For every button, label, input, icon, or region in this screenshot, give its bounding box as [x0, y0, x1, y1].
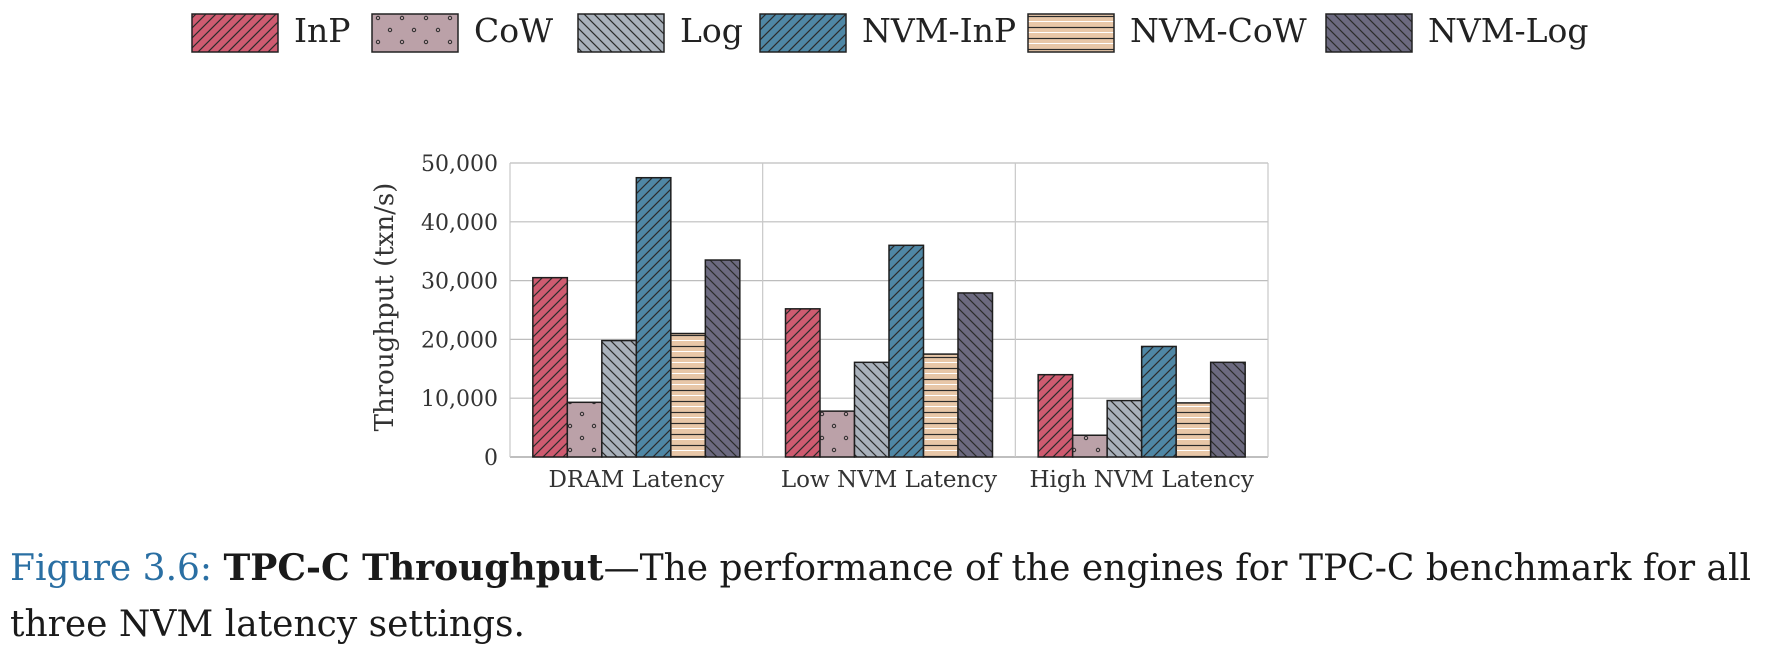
legend-label-inp: InP: [294, 11, 351, 50]
bar-log-high-nvm-latency: [1106, 399, 1143, 458]
legend-label-nvm-cow: NVM-CoW: [1130, 11, 1307, 50]
figure-label: Figure 3.6:: [10, 548, 213, 589]
legend-swatch-nvm-cow: [1027, 13, 1115, 53]
legend-label-cow: CoW: [474, 11, 553, 50]
figure-caption: Figure 3.6: TPC-C Throughput—The perform…: [10, 540, 1770, 653]
bar-inp-dram-latency: [532, 276, 569, 458]
chart: InP CoW Log NVM-InP NVM-CoW NVM-Log 0 10,000 20…: [191, 11, 1589, 493]
legend: InP CoW Log NVM-InP NVM-CoW NVM-Log: [191, 11, 1589, 53]
y-tick-label: 50,000: [421, 152, 498, 177]
bars: [532, 176, 1246, 458]
bar-cow-high-nvm-latency: [1071, 434, 1108, 458]
bar-log-low-nvm-latency: [853, 361, 890, 458]
legend-label-log: Log: [680, 11, 743, 50]
bar-nvm-cow-dram-latency: [670, 332, 707, 458]
y-tick-label: 20,000: [421, 328, 498, 353]
bar-cow-dram-latency: [566, 401, 603, 458]
figure-title: TPC-C Throughput: [223, 547, 604, 589]
figure-caption-text: —The performance of the engines for TPC-…: [10, 548, 1751, 645]
x-tick-label: DRAM Latency: [548, 467, 724, 493]
legend-label-nvm-log: NVM-Log: [1428, 11, 1589, 50]
y-tick-label: 0: [484, 446, 498, 471]
bar-nvm-inp-high-nvm-latency: [1140, 345, 1177, 458]
legend-label-nvm-inp: NVM-InP: [862, 11, 1016, 50]
legend-swatch-inp: [191, 13, 279, 53]
bar-nvm-log-high-nvm-latency: [1209, 361, 1246, 458]
bar-cow-low-nvm-latency: [819, 410, 856, 458]
legend-swatch-cow: [371, 13, 459, 53]
bar-nvm-log-low-nvm-latency: [957, 292, 994, 458]
y-tick-label: 40,000: [421, 211, 498, 236]
bar-nvm-inp-low-nvm-latency: [888, 244, 925, 458]
legend-swatch-log: [577, 13, 665, 53]
legend-swatch-nvm-inp: [759, 13, 847, 53]
legend-swatch-nvm-log: [1325, 13, 1413, 53]
bar-nvm-cow-high-nvm-latency: [1175, 402, 1212, 458]
axes: 0 10,000 20,000 30,000 40,000 50,000 DRAM Late…: [421, 152, 1254, 493]
bar-inp-low-nvm-latency: [784, 308, 821, 458]
x-tick-label: Low NVM Latency: [781, 467, 997, 493]
bar-nvm-cow-low-nvm-latency: [922, 353, 959, 458]
y-tick-label: 10,000: [421, 387, 498, 412]
bar-nvm-inp-dram-latency: [635, 176, 672, 458]
x-tick-label: High NVM Latency: [1029, 467, 1253, 493]
bar-nvm-log-dram-latency: [704, 259, 741, 458]
bar-inp-high-nvm-latency: [1037, 373, 1074, 458]
y-tick-label: 30,000: [421, 270, 498, 295]
y-axis-label: Throughput (txn/s): [370, 183, 400, 432]
bar-log-dram-latency: [601, 339, 638, 458]
